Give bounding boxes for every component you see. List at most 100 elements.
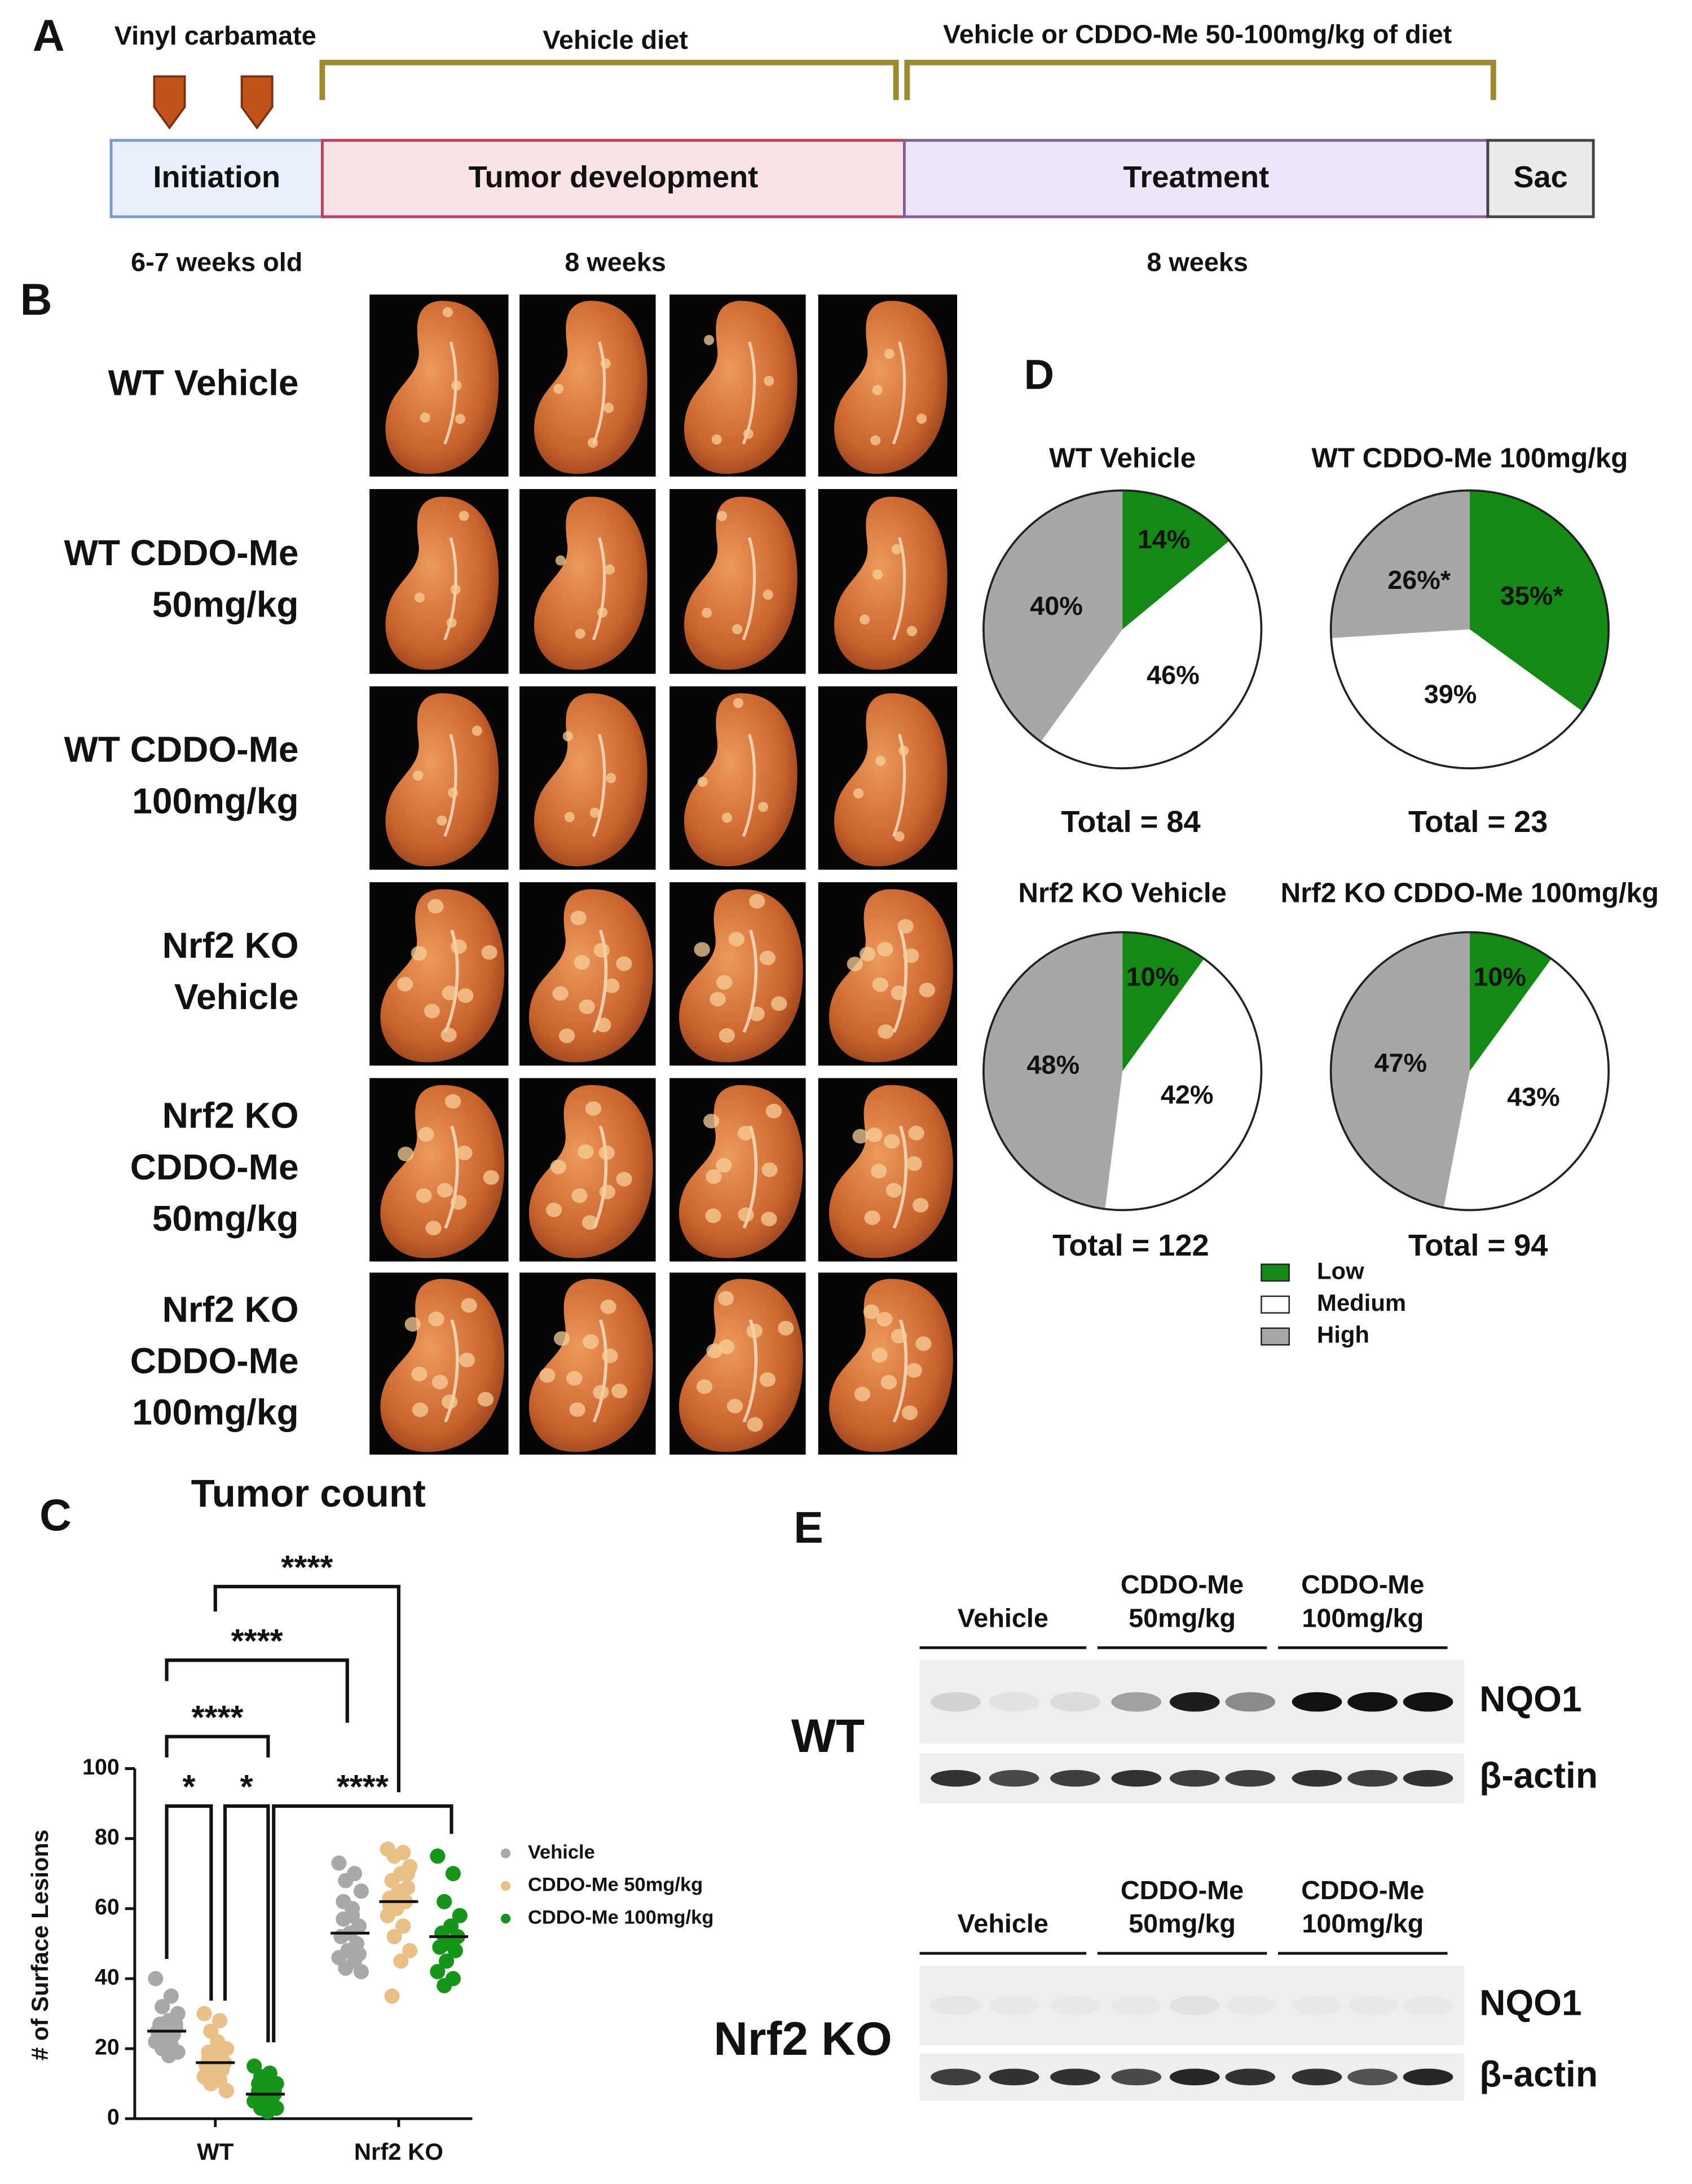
lung-image: [834, 693, 948, 866]
data-point: [391, 1887, 407, 1903]
lung-lobe: [380, 1085, 505, 1258]
data-point: [333, 1928, 349, 1944]
lung-image: [528, 889, 653, 1063]
lung-lobe: [528, 1279, 653, 1452]
lung-lesion: [906, 626, 917, 636]
significance-label: ****: [281, 1548, 333, 1586]
lung-lesion: [597, 607, 608, 618]
lung-lesion: [564, 812, 575, 822]
lung-lesion: [575, 628, 585, 639]
injection-arrow: [153, 75, 186, 130]
lung-lesion: [481, 945, 497, 960]
lung-lesion: [581, 1215, 598, 1230]
lung-lesion: [876, 1311, 893, 1327]
data-point: [152, 2034, 168, 2050]
blot-band: [1292, 2068, 1342, 2086]
pie-slice: [983, 932, 1123, 1209]
lung-highlight: [592, 341, 606, 444]
duration-label: 6-7 weeks old: [131, 247, 302, 276]
lung-lobe: [380, 889, 505, 1063]
group-label: CDDO-Me: [1301, 1570, 1424, 1599]
data-point: [338, 1873, 354, 1888]
lung-image: [528, 1085, 653, 1258]
lung-lesion: [894, 831, 905, 842]
data-point: [395, 1918, 411, 1934]
pie-value-label: 10%: [1126, 962, 1179, 991]
lung-lesion: [428, 899, 444, 914]
lung-lesion: [450, 1195, 467, 1210]
lung-lesion: [877, 941, 893, 957]
legend-label: Low: [1317, 1257, 1364, 1284]
lung-lesion: [748, 1006, 765, 1021]
lung-lesion: [447, 787, 459, 798]
lung-image: [684, 301, 797, 474]
lung-image: [829, 1085, 953, 1258]
pie-value-label: 10%: [1473, 962, 1526, 991]
data-point: [155, 1999, 170, 2015]
lung-lesion: [726, 1398, 743, 1414]
lung-lesion: [711, 434, 722, 445]
lung-lesion: [758, 802, 769, 812]
lung-lesion: [420, 412, 430, 423]
group-label: Vehicle: [958, 1603, 1048, 1632]
blot-band: [1403, 2068, 1453, 2086]
y-tick-label: 80: [95, 1825, 120, 1850]
injection-arrow: [240, 75, 274, 130]
data-point: [386, 1848, 402, 1864]
lung-lesion: [552, 986, 569, 1001]
lung-lobe: [528, 889, 653, 1063]
pie-outline: [982, 489, 1263, 769]
blot-band: [1292, 1996, 1342, 2015]
lung-highlight: [892, 1125, 908, 1229]
lung-lobe: [534, 496, 647, 670]
stage-label: Sac: [1513, 160, 1567, 194]
lung-lobe: [829, 1279, 953, 1452]
pie-value-label: 48%: [1026, 1050, 1079, 1080]
duration-label: 8 weeks: [1147, 247, 1248, 276]
lung-lesion: [733, 698, 743, 708]
pie-value-label: 26%*: [1387, 565, 1451, 595]
lung-image: [678, 1279, 803, 1452]
lung-lesion: [441, 1394, 458, 1410]
lung-lesion: [872, 977, 888, 992]
panel-label: A: [33, 11, 65, 60]
data-point: [439, 1953, 455, 1969]
row-label: CDDO-Me: [130, 1340, 299, 1381]
lung-highlight: [742, 930, 758, 1033]
data-point: [384, 1988, 400, 2004]
genotype-label: Nrf2 KO: [713, 2012, 892, 2065]
lung-lesion: [880, 1375, 897, 1390]
lung-lesion: [588, 437, 598, 448]
legend-marker: [500, 1881, 511, 1891]
lung-lesion: [451, 380, 462, 391]
blot-band: [1403, 1692, 1453, 1712]
pie-slice: [983, 490, 1123, 742]
data-point: [432, 1939, 448, 1955]
lung-lesion: [442, 307, 453, 318]
blot-band: [989, 1996, 1039, 2015]
lung-lobe: [684, 496, 797, 670]
lung-lesion: [579, 999, 595, 1014]
blot-band: [1169, 1996, 1220, 2015]
lung-lesion: [450, 584, 461, 595]
data-point: [168, 2016, 183, 2032]
lung-lesion: [418, 1127, 434, 1142]
lung-lesion: [550, 1159, 567, 1174]
data-point: [353, 1883, 369, 1899]
lung-lobe: [678, 1279, 803, 1452]
lung-image: [534, 301, 647, 474]
lung-image: [528, 1279, 653, 1452]
blot-band: [1225, 1769, 1276, 1787]
lung-lobe: [834, 301, 948, 474]
lung-lobe: [528, 1085, 653, 1258]
lung-lobe: [678, 889, 803, 1063]
group-label: 50mg/kg: [1129, 1909, 1236, 1938]
lung-image: [534, 693, 647, 866]
pie-slice: [1122, 932, 1204, 1072]
lung-lesion: [710, 992, 726, 1007]
legend-swatch: [1261, 1327, 1290, 1346]
lung-lesion: [749, 893, 765, 909]
blot-band: [931, 1769, 981, 1787]
lung-lesion: [728, 932, 745, 946]
lung-image: [385, 693, 499, 866]
